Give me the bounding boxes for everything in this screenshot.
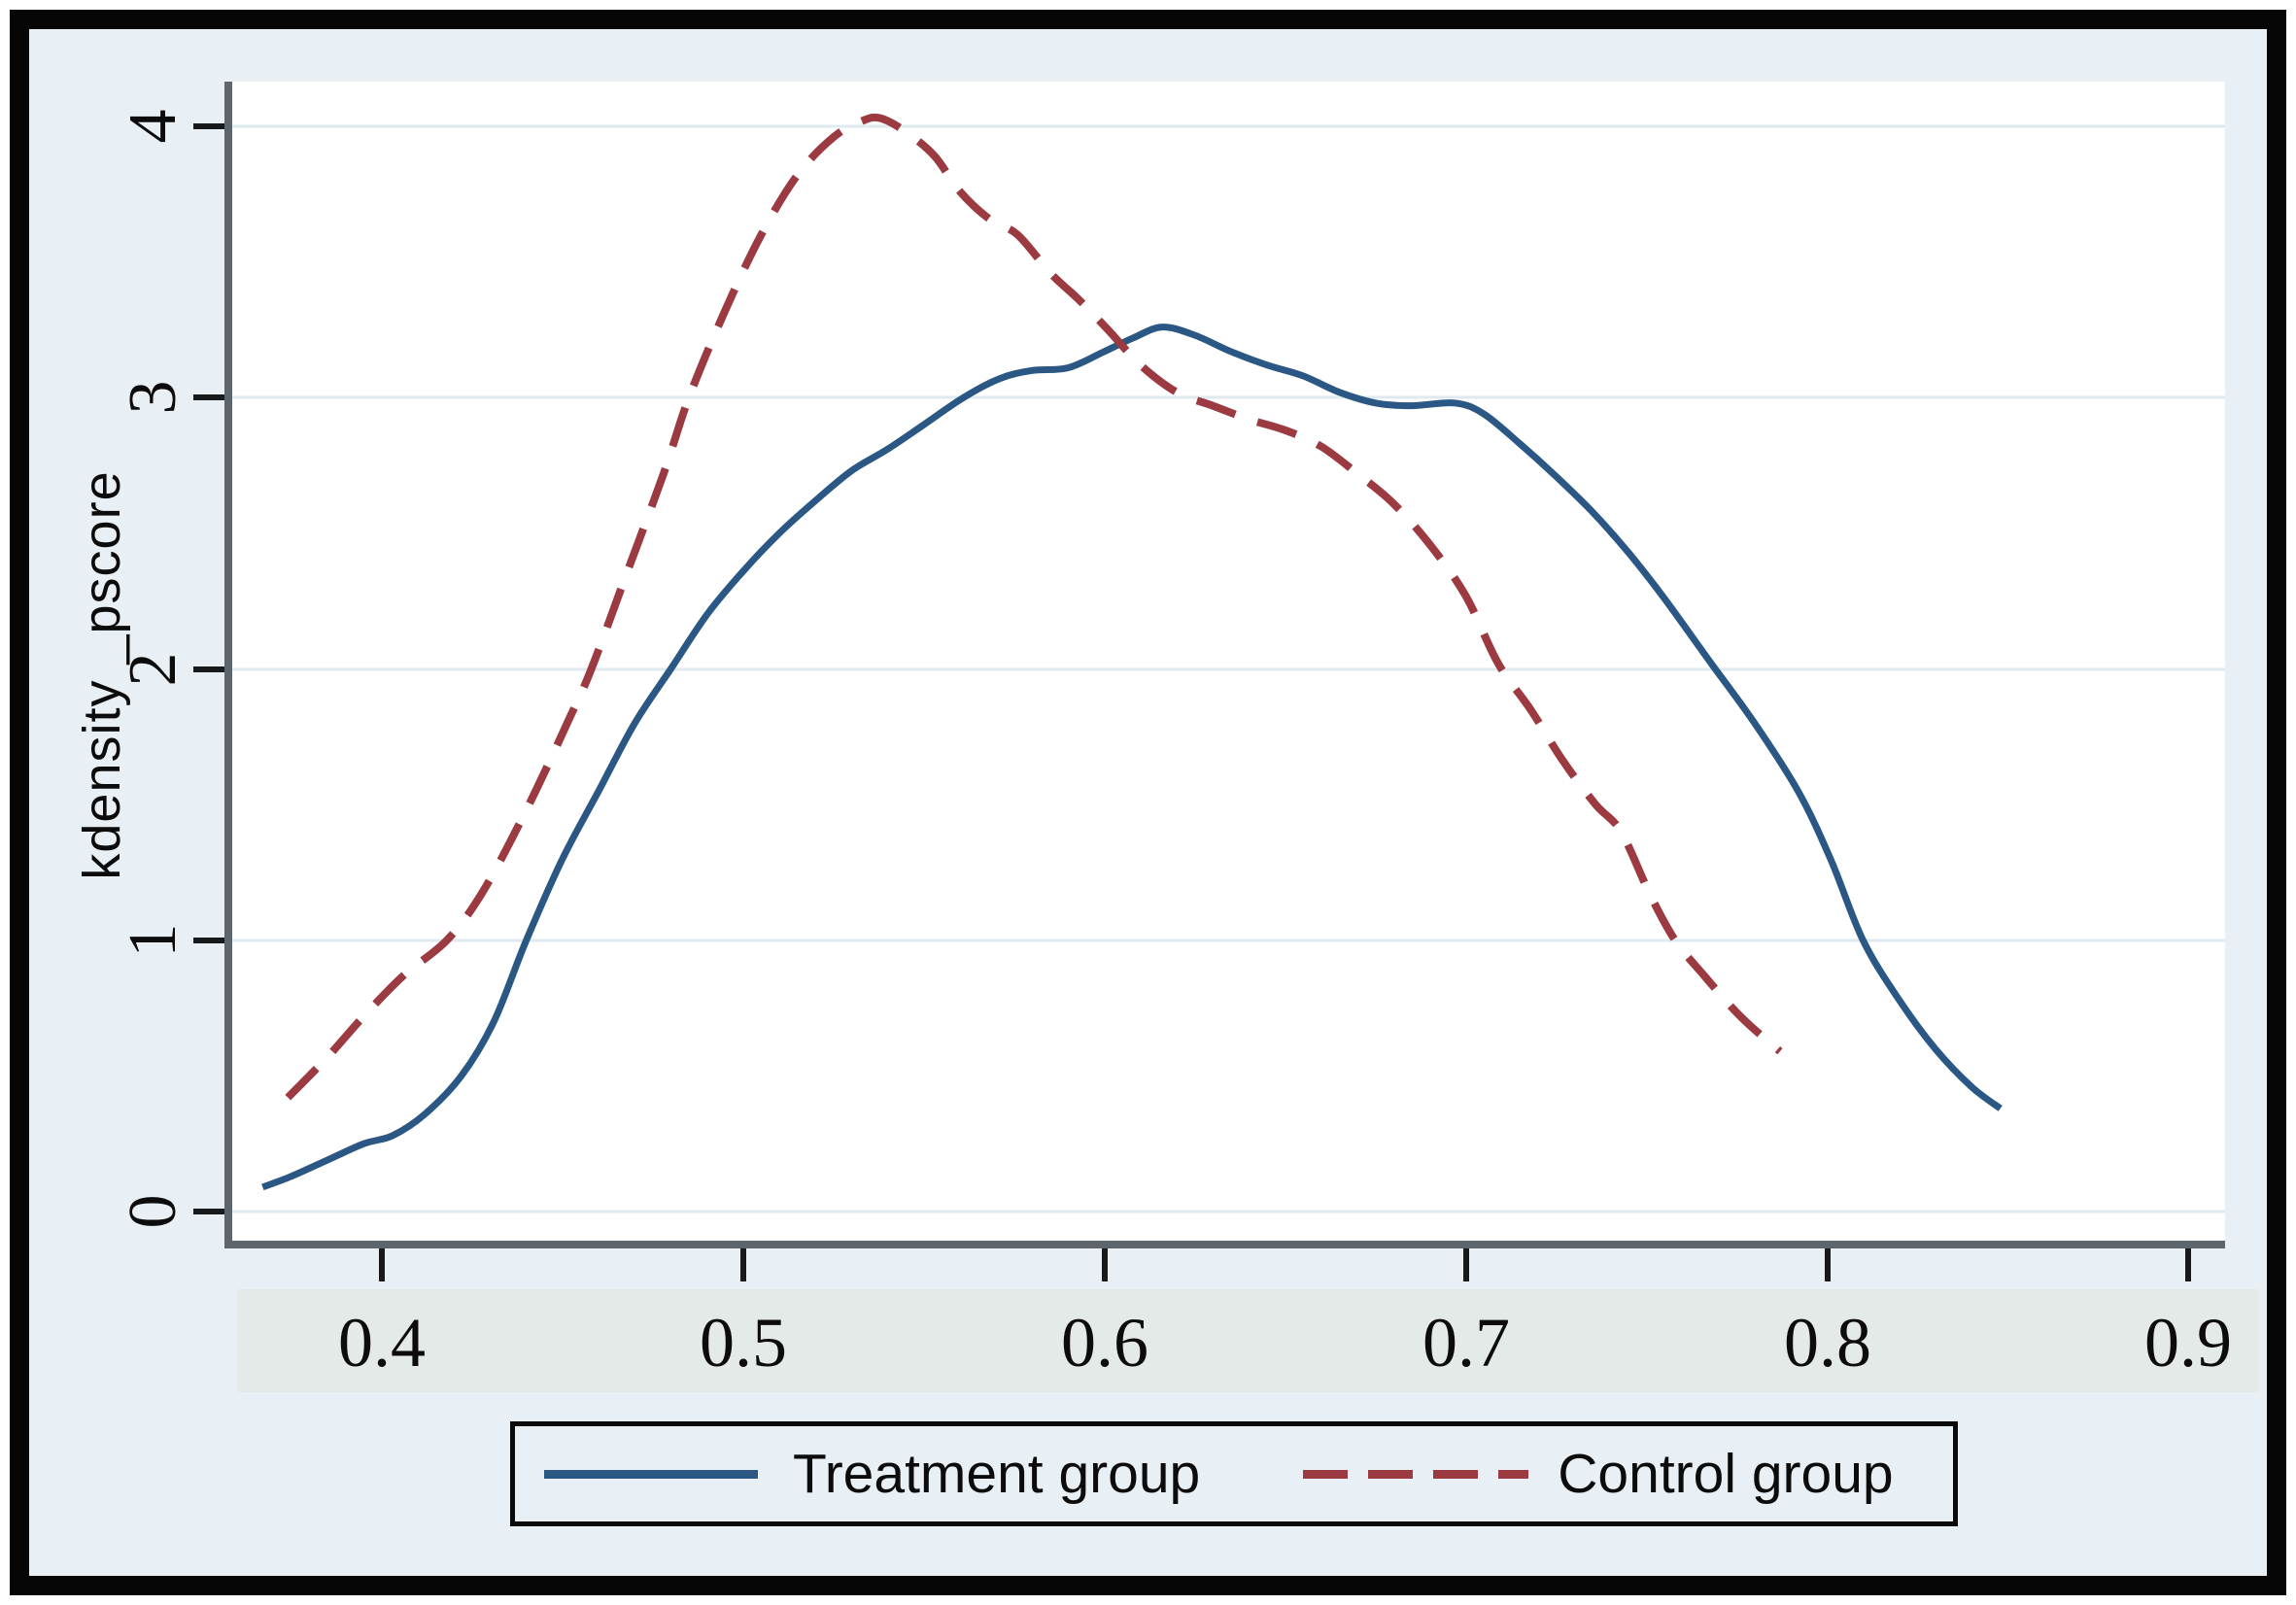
control-line-sample (1303, 1469, 1529, 1479)
control-curve (285, 113, 1783, 1101)
plot-area (228, 82, 2225, 1245)
y-tick-marks (193, 123, 224, 1214)
legend-item-control: Control group (1200, 1442, 1894, 1506)
legend: Treatment group Control group (510, 1421, 1958, 1526)
x-tick-marks (379, 1248, 2191, 1281)
y-tick-label-2: 2 (116, 652, 190, 687)
y-tick-label-4: 4 (116, 109, 190, 144)
x-tick-label-2: 0.6 (1061, 1303, 1148, 1382)
axis-lines (224, 82, 2225, 1248)
x-tick-label-5: 0.9 (2144, 1303, 2232, 1382)
xtick-band (237, 1289, 2259, 1392)
x-tick-label-0: 0.4 (338, 1303, 426, 1382)
x-tick-label-1: 0.5 (700, 1303, 787, 1382)
gridlines (230, 124, 2225, 1213)
x-tick-label-4: 0.8 (1784, 1303, 1871, 1382)
treatment-label: Treatment group (793, 1443, 1201, 1505)
y-tick-label-0: 0 (116, 1194, 190, 1229)
treatment-line-sample (544, 1469, 758, 1479)
control-label: Control group (1558, 1443, 1894, 1505)
x-tick-label-3: 0.7 (1422, 1303, 1510, 1382)
legend-item-treatment: Treatment group (515, 1442, 1200, 1506)
y-tick-label-3: 3 (116, 380, 190, 415)
y-tick-label-1: 1 (116, 923, 190, 958)
